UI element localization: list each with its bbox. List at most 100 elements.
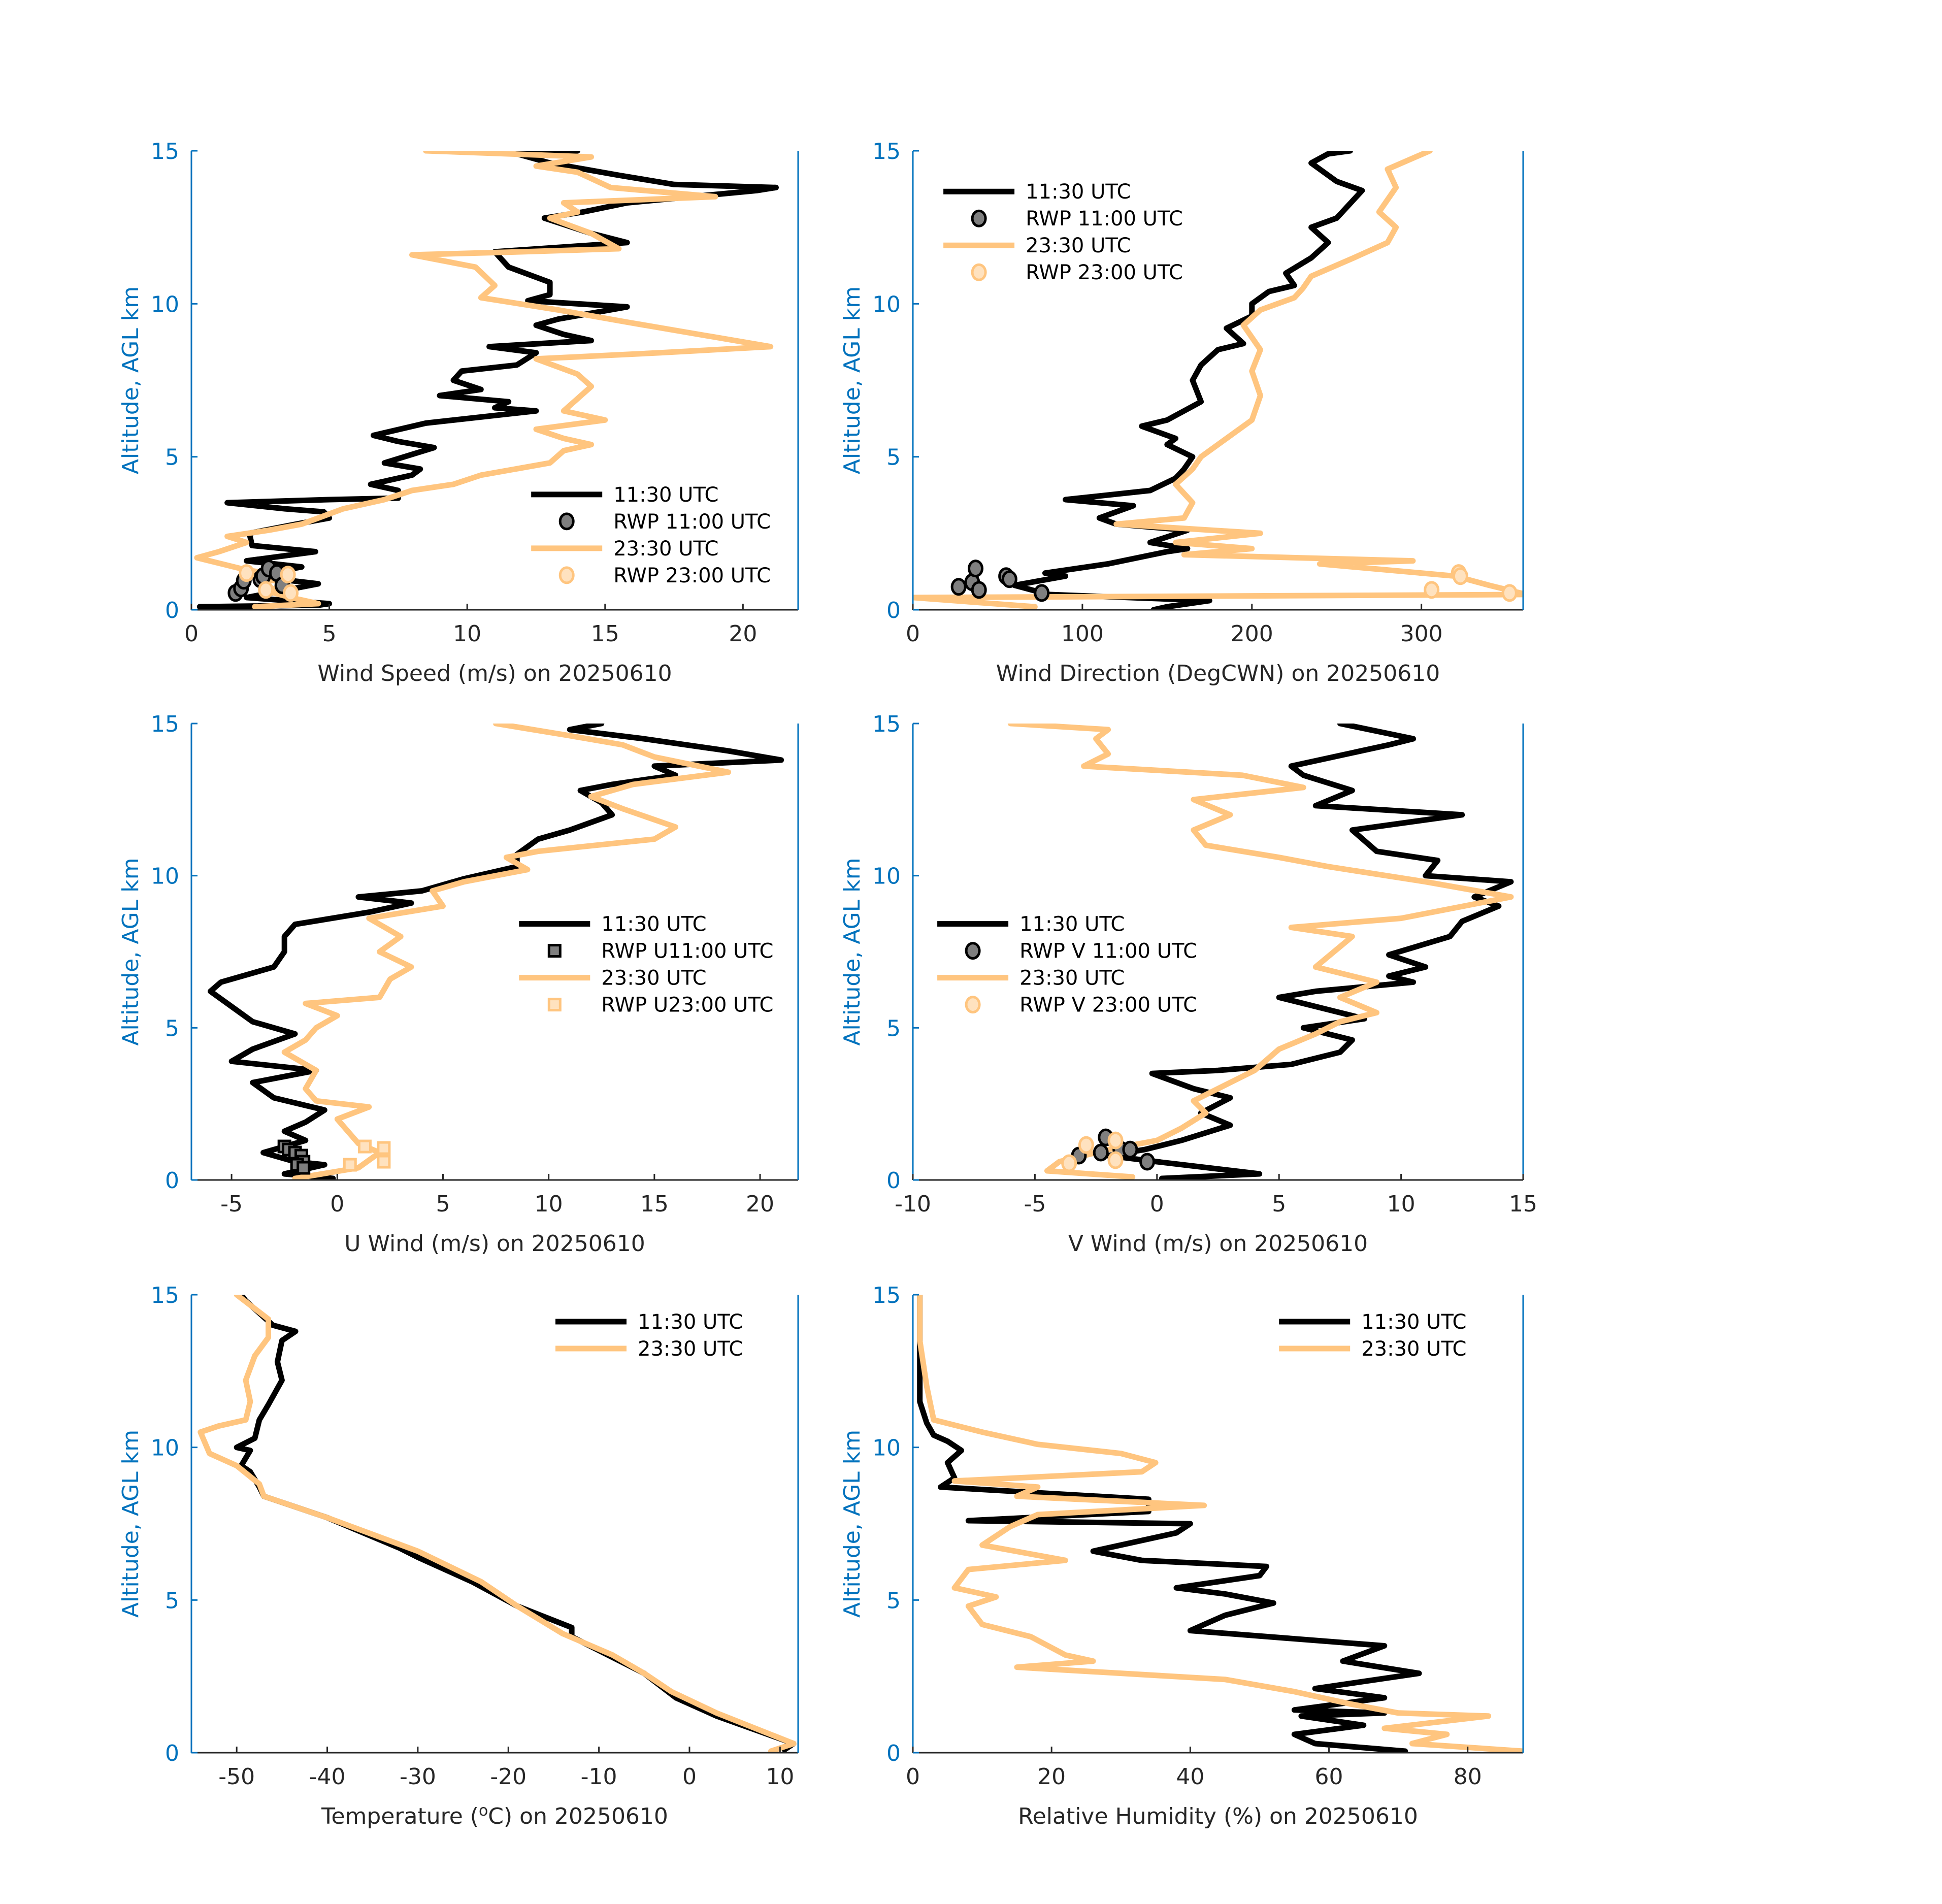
marker-rwp2300 <box>1452 567 1468 585</box>
x-tick-label: 5 <box>1272 1191 1286 1217</box>
legend-label: 11:30 UTC <box>613 483 718 507</box>
legend-label: 11:30 UTC <box>1026 180 1131 204</box>
legend-label: 23:30 UTC <box>613 537 718 561</box>
plot-area <box>208 724 784 1180</box>
marker-rwp2300 <box>1107 1151 1124 1169</box>
x-tick-label: 5 <box>322 621 337 647</box>
marker-rwp2300 <box>1078 1136 1094 1154</box>
y-tick-label: 15 <box>151 1283 179 1308</box>
x-axis-label-prefix: Temperature ( <box>321 1803 479 1829</box>
marker-rwp2300 <box>1061 1154 1077 1172</box>
legend-label: 23:30 UTC <box>601 967 706 990</box>
series-line-2330 <box>1007 724 1514 1180</box>
y-tick-label: 5 <box>886 445 901 471</box>
panel-relative-humidity: 0 20 40 60 80 0 5 10 15 Altitude, AGL km Relative … <box>839 1283 1524 1829</box>
marker-rwp1100 <box>971 581 987 599</box>
marker-rwp2300 <box>1501 584 1518 602</box>
y-tick-label: 15 <box>151 139 179 165</box>
legend-marker-rwp2300 <box>971 263 987 281</box>
panel-wind-direction: 0 100 200 300 0 5 10 15 Altitude, AGL km Wind Dir… <box>839 139 1524 686</box>
legend-marker-rwp2300 <box>547 998 562 1012</box>
x-tick-label: 0 <box>682 1764 697 1790</box>
legend-marker-rwp2300 <box>965 996 981 1014</box>
legend-label: RWP U11:00 UTC <box>601 940 773 963</box>
series-line-1130 <box>208 724 784 1180</box>
x-tick-label: 200 <box>1231 621 1273 647</box>
marker-rwp2300 <box>357 1139 372 1154</box>
y-tick-label: 15 <box>872 711 901 737</box>
x-tick-label: 40 <box>1176 1764 1204 1790</box>
series-line-2330 <box>913 151 1523 610</box>
x-tick-label: 15 <box>591 621 619 647</box>
series-line-1130 <box>1011 151 1365 610</box>
y-tick-label: 5 <box>886 1015 901 1041</box>
x-axis-label: Wind Direction (DegCWN) on 20250610 <box>996 661 1440 686</box>
series-line-1130 <box>1105 724 1514 1180</box>
y-tick-label: 5 <box>165 1015 179 1041</box>
legend-marker-rwp1100 <box>558 512 575 531</box>
legend-label: RWP 11:00 UTC <box>613 510 771 534</box>
marker-rwp1100 <box>1122 1140 1138 1159</box>
y-tick-label: 0 <box>165 598 179 623</box>
x-tick-label: 0 <box>330 1191 344 1217</box>
x-axis-label: Wind Speed (m/s) on 20250610 <box>317 661 672 686</box>
y-axis-label: Altitude, AGL km <box>118 286 144 474</box>
legend: 11:30 UTC 23:30 UTC <box>555 1310 743 1361</box>
series-line-2330 <box>194 151 774 610</box>
panel-temperature: -50 -40 -30 -20 -10 0 10 0 5 10 15 Altitude, AGL km… <box>118 1283 799 1829</box>
plot-area <box>913 151 1523 610</box>
marker-rwp2300 <box>258 581 274 599</box>
x-tick-label: -10 <box>895 1191 931 1217</box>
marker-rwp1100 <box>1034 584 1050 602</box>
x-tick-label: -40 <box>309 1764 346 1790</box>
x-axis-label: Relative Humidity (%) on 20250610 <box>1018 1803 1418 1829</box>
y-tick-label: 0 <box>886 598 901 623</box>
legend-marker-rwp1100 <box>971 209 987 227</box>
x-tick-label: 60 <box>1315 1764 1343 1790</box>
legend: 11:30 UTC RWP 11:00 UTC 23:30 UTC RWP 23:00… <box>943 180 1183 284</box>
x-tick-label: 15 <box>1509 1191 1537 1217</box>
y-tick-label: 15 <box>872 139 901 165</box>
x-tick-label: 0 <box>184 621 199 647</box>
legend-marker-rwp1100 <box>547 944 562 958</box>
y-tick-label: 0 <box>886 1741 901 1766</box>
x-tick-label: 10 <box>766 1764 794 1790</box>
y-tick-label: 5 <box>165 1588 179 1614</box>
marker-rwp2300 <box>1107 1131 1124 1150</box>
y-tick-label: 5 <box>886 1588 901 1614</box>
legend-label: 23:30 UTC <box>638 1337 743 1361</box>
marker-rwp1100 <box>297 1161 311 1175</box>
legend: 11:30 UTC RWP U11:00 UTC 23:30 UTC RWP U23:… <box>519 913 773 1017</box>
marker-rwp1100 <box>1001 570 1017 588</box>
legend-label: 11:30 UTC <box>1361 1310 1466 1334</box>
x-tick-label: 300 <box>1400 621 1443 647</box>
x-tick-label: -30 <box>400 1764 436 1790</box>
x-tick-label: -20 <box>490 1764 526 1790</box>
legend-label: 11:30 UTC <box>638 1310 743 1334</box>
legend-label: RWP 23:00 UTC <box>1026 261 1183 284</box>
legend: 11:30 UTC RWP V 11:00 UTC 23:30 UTC RWP V 2… <box>937 913 1197 1017</box>
x-tick-label: 20 <box>1037 1764 1066 1790</box>
legend-marker-rwp1100 <box>965 942 981 960</box>
x-axis-label: U Wind (m/s) on 20250610 <box>344 1231 645 1257</box>
marker-rwp1100 <box>968 560 984 578</box>
x-tick-label: 10 <box>535 1191 563 1217</box>
marker-rwp1100 <box>1093 1143 1109 1162</box>
y-axis-label: Altitude, AGL km <box>839 286 865 474</box>
y-tick-label: 10 <box>151 1435 179 1461</box>
x-axis-label: V Wind (m/s) on 20250610 <box>1068 1231 1368 1257</box>
y-axis-label: Altitude, AGL km <box>839 858 865 1045</box>
legend-label: 23:30 UTC <box>1019 967 1125 990</box>
panel-u-wind: -5 0 5 10 15 20 0 5 10 15 Altitude, AGL km U Wind (… <box>118 711 799 1257</box>
marker-rwp2300 <box>280 566 296 584</box>
marker-rwp2300 <box>239 564 255 582</box>
y-axis-label: Altitude, AGL km <box>118 1430 144 1618</box>
legend-label: RWP U23:00 UTC <box>601 994 773 1017</box>
y-axis-label: Altitude, AGL km <box>839 1430 865 1618</box>
legend-label: RWP V 23:00 UTC <box>1019 994 1197 1017</box>
x-tick-label: 20 <box>746 1191 774 1217</box>
x-tick-label: -5 <box>1024 1191 1046 1217</box>
legend-label: RWP 23:00 UTC <box>613 564 771 587</box>
x-tick-label: 0 <box>1150 1191 1164 1217</box>
